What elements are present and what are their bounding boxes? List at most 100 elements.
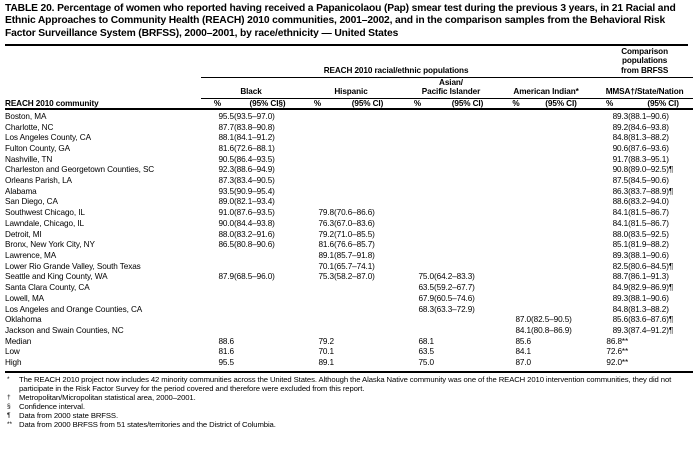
percent-cell: 87.7	[218, 122, 234, 132]
table-row: Lower Rio Grande Valley, South Texas 70.1…	[5, 262, 693, 273]
ci-cell	[531, 133, 591, 144]
community-cell: Low	[5, 347, 20, 357]
ci-cell	[234, 326, 301, 337]
table-row: Seattle and King County, WA 87.9 (68.5–96.…	[5, 272, 693, 283]
ci-cell	[434, 133, 501, 144]
ci-cell	[531, 272, 591, 283]
percent-cell	[301, 133, 334, 144]
ci-cell	[434, 155, 501, 166]
community-cell: Oklahoma	[5, 315, 42, 325]
percent-cell	[501, 294, 531, 305]
percent-cell: 88.0	[218, 229, 234, 239]
percent-cell	[501, 109, 531, 123]
ci-cell	[531, 347, 591, 358]
ci-header-black: (95% CI§)	[249, 98, 286, 108]
percent-cell: 84.1	[515, 325, 531, 335]
ci-cell	[628, 358, 693, 372]
percent-cell	[301, 197, 334, 208]
ci-cell: (84.6–93.8)	[628, 122, 669, 132]
table-row: Southwest Chicago, IL 91.0 (87.6–93.5) 79.8…	[5, 208, 693, 219]
table-row: Oklahoma 87.0 (82.5–90.5) 85.6 (83.6–87.6)¶	[5, 315, 693, 326]
percent-cell: 93.5	[218, 186, 234, 196]
percent-cell: 68.1	[418, 336, 434, 346]
ci-cell: (84.4–93.8)	[234, 218, 275, 228]
pct-header-black: %	[213, 98, 222, 108]
table-row: Lawndale, Chicago, IL 90.0 (84.4–93.8) 76.3…	[5, 219, 693, 230]
percent-cell: 84.8	[612, 304, 629, 314]
community-cell: Jackson and Swain Counties, NC	[5, 325, 124, 335]
percent-cell	[501, 155, 531, 166]
ci-cell	[434, 165, 501, 176]
percent-cell	[501, 272, 531, 283]
ci-cell: (83.7–88.9)¶	[628, 186, 674, 196]
table-row: Lawrence, MA 89.1 (85.7–91.8) 89.3 (88.1–90.…	[5, 251, 693, 262]
percent-cell: 86.8**	[606, 336, 629, 346]
ci-cell: (83.4–90.5)	[234, 176, 275, 186]
ci-cell: (88.1–90.6)	[628, 111, 669, 121]
footnote-marker: *	[7, 375, 10, 383]
percent-cell: 79.2	[318, 229, 334, 239]
ci-header-asian: (95% CI)	[451, 98, 484, 108]
footnote-marker: **	[7, 421, 12, 429]
percent-cell	[301, 283, 334, 294]
percent-cell: 84.8	[612, 133, 629, 143]
footnote-marker: ¶	[7, 412, 11, 420]
percent-cell	[501, 240, 531, 251]
percent-cell: 63.5	[418, 347, 434, 357]
ci-cell	[234, 315, 301, 326]
ci-header-american-indian: (95% CI)	[545, 98, 577, 108]
percent-cell: 92.3	[218, 165, 234, 175]
pct-header-asian: %	[413, 98, 422, 108]
percent-cell	[501, 208, 531, 219]
pct-header-brfss: %	[606, 98, 614, 108]
percent-cell: 89.3	[612, 111, 629, 121]
community-cell: Lawrence, MA	[5, 251, 57, 260]
ci-cell	[628, 347, 693, 358]
community-column-header: REACH 2010 community	[5, 98, 99, 108]
community-cell: Lower Rio Grande Valley, South Texas	[5, 261, 141, 271]
ci-cell	[434, 358, 501, 372]
ci-cell	[434, 144, 501, 155]
group-label-american-indian: American Indian*	[501, 87, 592, 99]
ci-cell	[531, 262, 591, 273]
percent-cell: 75.0	[418, 272, 434, 282]
table-row: High 95.5 89.1 75.0 87.0 92.0**	[5, 358, 693, 372]
table-row: Nashville, TN 90.5 (86.4–93.5) 91.7 (88.3–95…	[5, 155, 693, 166]
percent-cell: 81.6	[318, 240, 334, 250]
percent-cell: 87.3	[218, 176, 234, 186]
percent-cell	[301, 165, 334, 176]
community-cell: Southwest Chicago, IL	[5, 208, 85, 218]
community-cell: Alabama	[5, 186, 37, 196]
percent-cell	[501, 283, 531, 294]
percent-cell: 81.6	[218, 347, 234, 357]
ci-cell: (90.9–95.4)	[234, 186, 275, 196]
ci-cell: (82.9–86.9)¶	[628, 283, 674, 293]
community-cell: Fulton County, GA	[5, 143, 71, 153]
community-cell: Los Angeles and Orange Counties, CA	[5, 304, 143, 314]
ci-cell	[434, 326, 501, 337]
ci-cell	[434, 208, 501, 219]
percent-cell	[501, 165, 531, 176]
percent-cell: 95.5	[218, 358, 234, 368]
ci-cell	[531, 337, 591, 348]
ci-cell	[434, 262, 501, 273]
percent-cell	[501, 262, 531, 273]
percent-cell	[401, 109, 434, 123]
percent-cell: 89.3	[612, 293, 629, 303]
ci-cell	[434, 219, 501, 230]
ci-cell: (59.2–67.7)	[434, 283, 475, 293]
table-body: Boston, MA 95.5 (93.5–97.0) 89.3 (88.1–90.6)…	[5, 108, 693, 372]
percent-cell: 89.3	[612, 325, 629, 335]
ci-cell	[434, 123, 501, 134]
ci-cell	[334, 347, 401, 358]
ci-cell	[531, 358, 591, 372]
community-cell: Lowell, MA	[5, 293, 45, 303]
percent-cell	[401, 326, 434, 337]
ci-cell: (85.7–91.8)	[334, 251, 375, 260]
ci-cell	[434, 197, 501, 208]
community-cell: High	[5, 358, 22, 368]
percent-cell	[301, 315, 334, 326]
comparison-span-header: Comparison populations from BRFSS	[591, 47, 693, 78]
percent-cell: 92.0**	[606, 358, 629, 368]
ci-cell	[434, 109, 501, 123]
